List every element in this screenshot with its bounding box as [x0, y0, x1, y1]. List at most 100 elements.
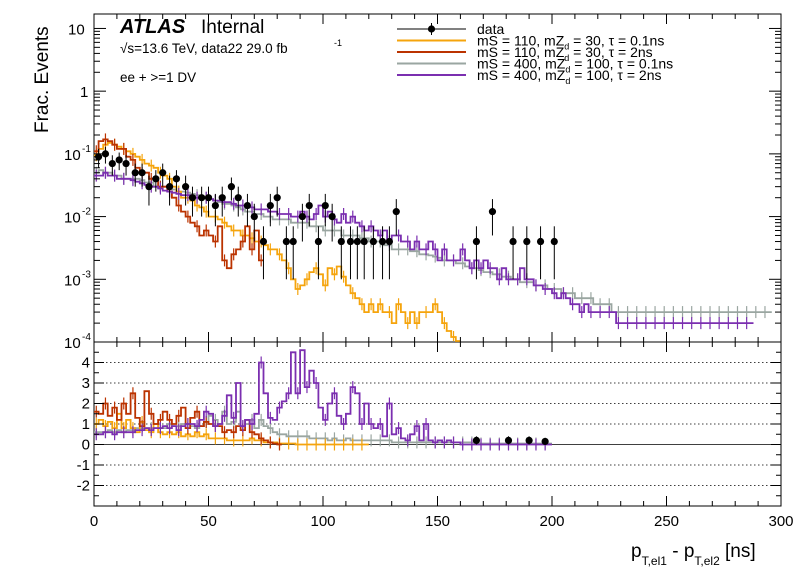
atlas-label: ATLAS	[119, 16, 186, 38]
main-data-point	[321, 201, 329, 210]
main-data-point	[211, 201, 219, 210]
legend-data-marker	[427, 25, 436, 33]
ratio-x-tick-label: 250	[654, 513, 679, 530]
ratio-y-tick-label: 1	[82, 416, 90, 433]
main-data-point	[337, 237, 345, 246]
legend-label-s110_01: mS = 110, mZd = 30, τ = 0.1ns	[477, 33, 664, 52]
ratio-x-tick-label: 150	[425, 513, 450, 530]
main-data-point	[509, 237, 517, 246]
y-axis-title: Frac. Events	[32, 26, 53, 133]
main-data-point	[472, 237, 481, 246]
main-data-point	[172, 175, 181, 183]
ratio-data-point	[525, 436, 533, 444]
main-data-point	[259, 237, 268, 246]
main-data-point	[243, 201, 252, 210]
energy-label: √s=13.6 TeV, data22 29.0 fb	[120, 41, 288, 56]
channel-label: ee + >=1 DV	[120, 70, 196, 85]
ratio-x-tick-label: 100	[310, 513, 335, 530]
main-y-tick-label: 10	[64, 147, 81, 164]
ratio-y-tick-label: 2	[82, 396, 90, 413]
main-data-point	[188, 194, 197, 202]
ratio-y-tick-label: -2	[77, 478, 90, 495]
main-data-point	[305, 201, 313, 210]
ratio-x-tick-label: 0	[90, 513, 98, 530]
main-data-point	[115, 156, 123, 164]
main-y-tick-label-exponent: -2	[82, 207, 91, 218]
main-data-point	[250, 212, 258, 221]
x-axis-title-sub1: T,el1	[642, 554, 668, 568]
main-data-point	[108, 159, 116, 168]
ratio-data-point	[472, 436, 481, 444]
main-hist-s400_01	[94, 169, 772, 313]
main-hist-s110_01	[94, 141, 461, 342]
x-axis-title-mid: - p	[667, 541, 694, 562]
ratio-y-tick-label: 4	[82, 355, 90, 372]
main-data-point	[314, 237, 323, 246]
main-data-point	[536, 237, 545, 246]
main-y-tick-label: 10	[64, 272, 81, 289]
main-y-tick-label: 10	[64, 335, 81, 352]
ratio-y-tick-label: 3	[82, 375, 90, 392]
main-data-point	[523, 237, 531, 246]
main-data-point	[328, 212, 336, 221]
main-data-point	[152, 175, 160, 183]
main-data-point	[346, 237, 355, 246]
legend-label-s400_2: mS = 400, mZd = 100, τ = 2ns	[477, 67, 661, 86]
main-data-point	[360, 237, 368, 246]
ratio-gridlines	[94, 362, 781, 486]
main-data-point	[353, 237, 361, 246]
main-data-point	[131, 169, 139, 177]
x-axis-title-p1: p	[631, 541, 642, 562]
main-data-point	[298, 212, 306, 221]
main-data-point	[488, 208, 497, 216]
main-data-point	[159, 169, 167, 177]
main-data-point	[227, 183, 235, 191]
main-data-point	[266, 201, 274, 210]
legend-label-s110_2: mS = 110, mZd = 30, τ = 2ns	[477, 44, 653, 63]
main-data-point	[369, 237, 377, 246]
energy-label-superscript: -1	[334, 38, 342, 48]
legend-label-data: data	[477, 21, 504, 37]
main-data-point	[122, 159, 130, 168]
main-data-point	[392, 208, 400, 216]
ratio-x-tick-label: 200	[539, 513, 564, 530]
main-data-point	[385, 237, 394, 246]
main-data-point	[145, 183, 153, 191]
main-y-tick-label-exponent: -4	[82, 332, 91, 343]
ratio-x-tick-label: 50	[200, 513, 217, 530]
main-data-point	[204, 194, 213, 202]
main-y-tick-label: 1	[80, 84, 88, 101]
main-data-point	[182, 183, 190, 191]
ratio-hist-s400_2	[94, 349, 552, 446]
main-data-point	[282, 237, 290, 246]
internal-label: Internal	[201, 17, 264, 38]
main-data-point	[289, 237, 297, 246]
main-data-point	[273, 194, 281, 202]
x-axis-title-unit: [ns]	[720, 541, 756, 562]
main-data-point	[165, 183, 174, 191]
main-data-point	[550, 237, 558, 246]
ratio-data-point	[504, 436, 513, 444]
main-data-point	[138, 169, 146, 177]
ratio-y-tick-label: -1	[77, 457, 90, 474]
main-histograms	[94, 133, 772, 342]
x-axis-title-sub2: T,el2	[694, 554, 720, 568]
ratio-y-tick-label: 0	[82, 437, 90, 454]
main-data-point	[234, 194, 242, 202]
main-y-tick-label: 10	[68, 21, 85, 38]
main-y-tick-label-exponent: -1	[82, 144, 91, 155]
ratio-hist-s110_2	[94, 390, 282, 446]
ratio-data-point	[541, 437, 549, 446]
svg-text:pT,el1 - pT,el2 [ns]: pT,el1 - pT,el2 [ns]	[631, 541, 756, 568]
ratio-hist-s110_01	[94, 412, 369, 446]
main-data-point	[378, 237, 387, 246]
x-axis-title: pT,el1 - pT,el2 [ns]	[631, 541, 756, 568]
ratio-axes: 0 50 100 150 200 250 300 -2 -1 0 1 2 3 4	[77, 341, 794, 530]
main-data-point	[198, 194, 206, 202]
ratio-x-tick-label: 300	[768, 513, 793, 530]
main-y-tick-label-exponent: -3	[82, 269, 91, 280]
main-data-point	[218, 194, 226, 202]
